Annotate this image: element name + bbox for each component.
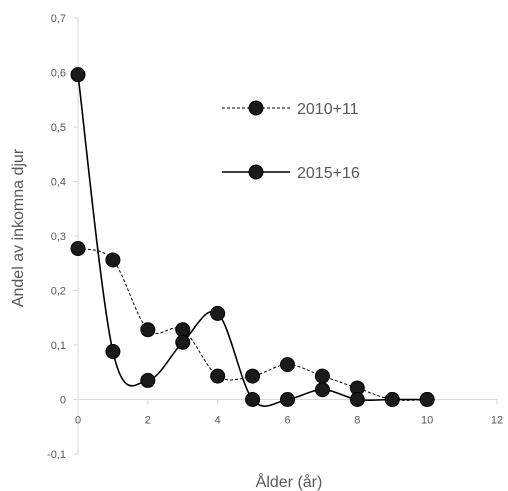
- data-point: [175, 334, 191, 350]
- data-point: [140, 372, 156, 388]
- data-point: [175, 322, 191, 338]
- legend-item: 2015+16: [222, 164, 360, 182]
- data-point: [210, 368, 226, 384]
- data-point: [70, 67, 86, 83]
- y-tick-label: 0: [60, 395, 66, 407]
- x-tick-labels: 0 2 4 6 8 10 12: [75, 415, 503, 427]
- data-point: [314, 368, 330, 384]
- y-tick-label: 0,3: [51, 231, 66, 243]
- x-tick-label: 6: [284, 415, 290, 427]
- legend-item: 2010+11: [222, 100, 359, 118]
- data-point: [210, 305, 226, 321]
- data-point: [105, 344, 121, 360]
- data-point: [280, 392, 295, 407]
- data-point: [245, 392, 261, 407]
- legend-label: 2015+16: [297, 165, 360, 182]
- y-tick-label: 0,5: [51, 122, 66, 134]
- y-tick-label: 0,6: [51, 68, 66, 80]
- y-tick-label: 0,7: [51, 13, 66, 25]
- x-tick-label: 4: [215, 415, 221, 427]
- data-point: [384, 392, 400, 407]
- x-axis-title: Ålder (år): [256, 472, 323, 491]
- data-point: [70, 241, 86, 257]
- x-tick-label: 12: [491, 415, 503, 427]
- data-point: [105, 252, 121, 268]
- y-tick-label: -0,1: [47, 449, 66, 461]
- legend: 2010+11 2015+16: [222, 100, 360, 182]
- x-tick-label: 10: [421, 415, 433, 427]
- data-point: [280, 357, 295, 373]
- data-point: [419, 392, 435, 407]
- legend-marker: [248, 164, 264, 180]
- data-point: [140, 322, 156, 338]
- series-1: [70, 241, 435, 407]
- x-tick-label: 0: [75, 415, 81, 427]
- y-axis-title: Andel av inkomna djur: [10, 148, 27, 307]
- y-tick-label: 0,2: [51, 286, 66, 298]
- y-tick-labels: -0,1 0 0,1 0,2 0,3 0,4 0,5 0,6 0,7: [47, 13, 66, 461]
- legend-label: 2010+11: [297, 101, 359, 118]
- x-tick-label: 2: [145, 415, 151, 427]
- x-tick-label: 8: [354, 415, 360, 427]
- legend-marker: [248, 100, 264, 116]
- y-tick-label: 0,4: [51, 177, 66, 189]
- data-point: [349, 392, 365, 407]
- y-tick-label: 0,1: [51, 340, 66, 352]
- data-point: [245, 368, 261, 384]
- series-2: [70, 67, 435, 408]
- series-line: [77, 74, 428, 408]
- data-point: [314, 382, 330, 398]
- series-layer: [70, 67, 435, 408]
- axes: [73, 17, 498, 455]
